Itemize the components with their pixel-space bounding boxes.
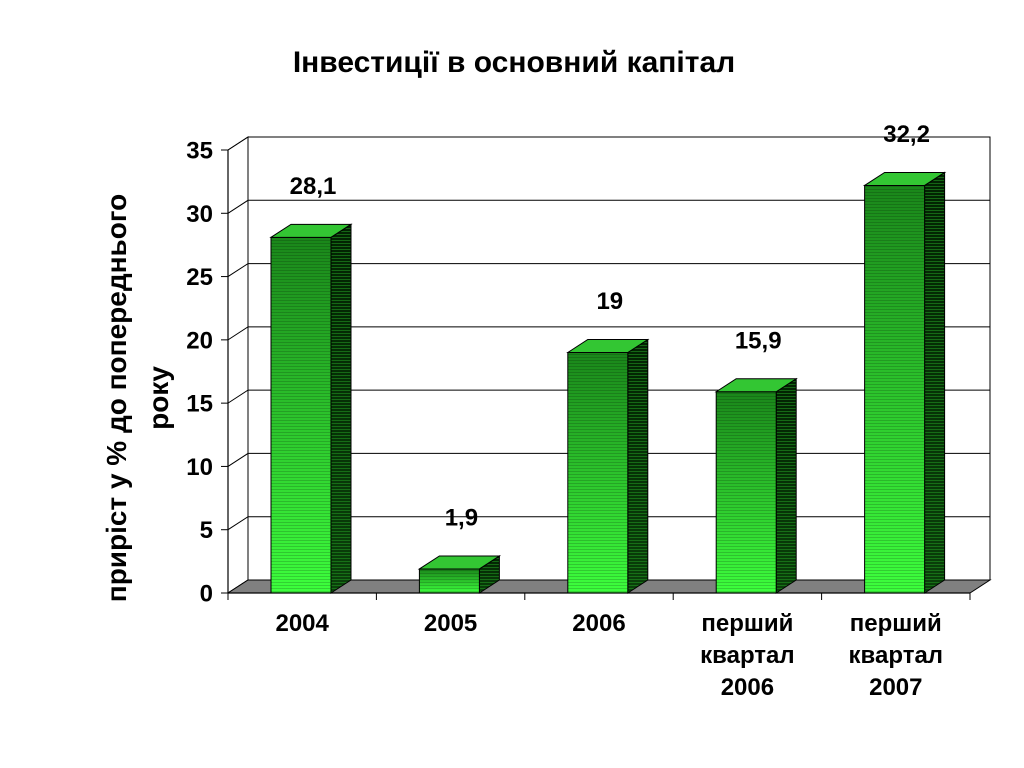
side-wall <box>227 136 249 594</box>
bar-side-texture <box>330 223 352 594</box>
bar-front-texture <box>418 568 480 594</box>
bar-5 <box>862 171 947 594</box>
bar-2 <box>417 555 502 594</box>
y-axis-label: приріст у % до попереднього року <box>101 193 174 603</box>
x-category-label: 2006 <box>572 610 626 637</box>
bar-side-texture <box>775 377 797 594</box>
bar-side-texture <box>627 338 649 594</box>
bar-side-texture <box>924 171 946 594</box>
bar-top-face <box>862 171 947 186</box>
gridline <box>227 326 990 341</box>
bar-4 <box>714 377 798 594</box>
bar-front-texture <box>567 352 629 594</box>
y-tick-label: 5 <box>200 517 213 544</box>
data-label: 1,9 <box>445 504 478 531</box>
data-label: 15,9 <box>735 327 782 354</box>
bar-top-face <box>269 223 353 238</box>
bar-front-texture <box>864 184 926 594</box>
bar-top-face <box>714 378 798 393</box>
chart-title: Інвестиції в основний капітал <box>293 46 735 79</box>
gridline <box>227 136 990 151</box>
bar-front-texture <box>270 236 332 594</box>
y-tick-label: 35 <box>186 138 213 165</box>
y-tick-label: 0 <box>200 581 213 608</box>
data-label: 19 <box>596 288 623 315</box>
gridline <box>227 263 990 277</box>
y-tick-label: 20 <box>186 327 213 354</box>
bar-top-face <box>566 339 650 354</box>
x-category-label: перший квартал 2006 <box>700 610 795 701</box>
x-category-label: 2005 <box>423 610 478 637</box>
data-label: 28,1 <box>290 173 337 200</box>
gridline <box>227 199 990 214</box>
bar-front-texture <box>715 391 777 594</box>
y-tick-label: 30 <box>186 201 213 228</box>
data-label: 32,2 <box>883 121 930 148</box>
y-tick-label: 10 <box>186 454 213 481</box>
y-tick-label: 15 <box>186 391 213 418</box>
x-category-label: 2004 <box>275 610 329 637</box>
bar-3 <box>566 338 650 594</box>
bar-top-face <box>417 555 502 570</box>
bar-1 <box>269 223 353 594</box>
x-category-label: перший квартал 2007 <box>848 610 944 701</box>
y-tick-label: 25 <box>186 264 213 291</box>
